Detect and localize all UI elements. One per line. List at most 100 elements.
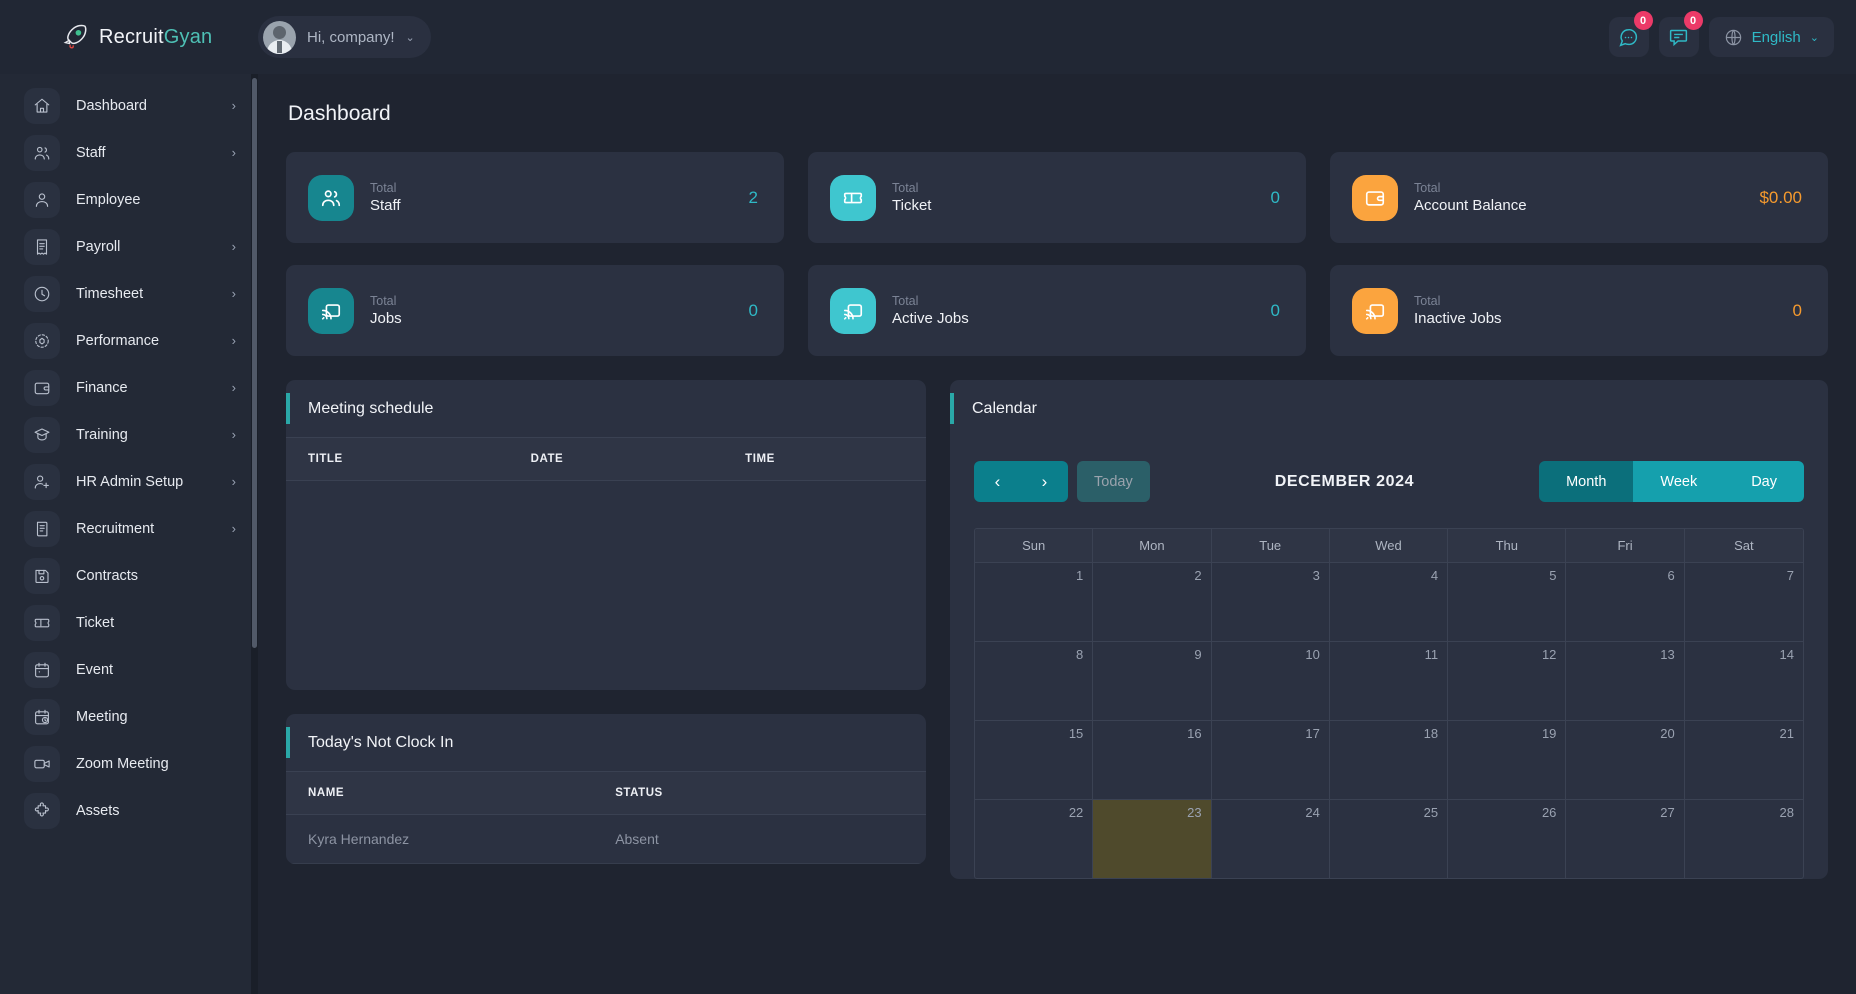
- sidebar-item-assets[interactable]: Assets: [0, 787, 258, 834]
- sidebar-item-recruitment[interactable]: Recruitment ›: [0, 505, 258, 552]
- stat-sublabel: Total: [1414, 294, 1441, 308]
- calendar-day-cell[interactable]: 28: [1779, 805, 1794, 820]
- calendar-day-cell[interactable]: 21: [1779, 726, 1794, 741]
- chat-dots-icon: [1619, 28, 1638, 47]
- sidebar[interactable]: Dashboard › Staff › Employee Payroll › Timeshee…: [0, 74, 258, 994]
- stat-label: Inactive Jobs: [1414, 310, 1502, 327]
- calendar-view-week[interactable]: Week: [1633, 461, 1725, 502]
- sidebar-item-ticket[interactable]: Ticket: [0, 599, 258, 646]
- users-icon-wrap: [308, 174, 354, 221]
- stat-sublabel: Total: [370, 294, 397, 308]
- calendar-day-cell[interactable]: 19: [1448, 721, 1567, 799]
- stat-text: Total Account Balance: [1414, 181, 1527, 214]
- rocket-icon: [63, 24, 87, 49]
- top-bar-actions: 0 0 English ⌄: [1608, 11, 1834, 57]
- calendar-panel: Calendar ‹ › Today DECEMBER 2024 Month We…: [950, 380, 1828, 879]
- meeting-schedule-empty-body: [286, 481, 926, 690]
- calendar-day-cell[interactable]: 8: [975, 642, 1094, 720]
- calendar-day-cell[interactable]: 15: [975, 721, 1094, 799]
- calendar-day-cell[interactable]: 16: [1093, 721, 1212, 799]
- calendar-day-cell[interactable]: 11: [1330, 642, 1449, 720]
- sidebar-item-employee[interactable]: Employee: [0, 176, 258, 223]
- brand-logo-area[interactable]: RecruitGyan: [0, 22, 258, 52]
- home-icon: [34, 98, 50, 113]
- calendar-day-cell[interactable]: 1: [975, 563, 1094, 641]
- stat-cards: Total Staff 2 Total Ticket 0 Total Account Bala…: [286, 152, 1828, 356]
- ticket-icon-wrap: [830, 174, 876, 221]
- calendar-view-day[interactable]: Day: [1724, 461, 1804, 502]
- user-menu[interactable]: Hi, company! ⌄: [258, 16, 431, 58]
- user-plus-icon: [34, 475, 49, 489]
- calendar-day-cell[interactable]: 3: [1212, 563, 1330, 641]
- stat-card-account-balance[interactable]: Total Account Balance $0.00: [1330, 152, 1828, 243]
- chevron-right-icon: ›: [231, 98, 236, 113]
- calendar-next-button[interactable]: ›: [1021, 461, 1068, 502]
- sidebar-item-label: Employee: [76, 191, 141, 208]
- stat-card-ticket[interactable]: Total Ticket 0: [808, 152, 1306, 243]
- sidebar-item-hr-admin-setup[interactable]: HR Admin Setup ›: [0, 458, 258, 505]
- calendar-today-button[interactable]: Today: [1077, 461, 1150, 502]
- sidebar-item-meeting[interactable]: Meeting: [0, 693, 258, 740]
- stat-card-inactive-jobs[interactable]: Total Inactive Jobs 0: [1330, 265, 1828, 356]
- sidebar-item-label: Performance: [76, 332, 160, 349]
- calendar-day-cell[interactable]: 24: [1212, 800, 1330, 878]
- stat-card-jobs[interactable]: Total Jobs 0: [286, 265, 784, 356]
- chevron-right-icon: ›: [231, 145, 236, 160]
- sidebar-item-dashboard[interactable]: Dashboard ›: [0, 82, 258, 129]
- notifications-button[interactable]: 0: [1658, 11, 1703, 57]
- calendar-day-cell[interactable]: 10: [1212, 642, 1330, 720]
- col-date: DATE: [508, 437, 724, 481]
- stat-card-staff[interactable]: Total Staff 2: [286, 152, 784, 243]
- calendar-day-cell[interactable]: 20: [1566, 721, 1685, 799]
- calendar-day-cell[interactable]: 4: [1330, 563, 1449, 641]
- calendar-day-cell[interactable]: 18: [1330, 721, 1449, 799]
- chevron-right-icon: ›: [231, 286, 236, 301]
- sidebar-item-performance[interactable]: Performance ›: [0, 317, 258, 364]
- users-icon: [321, 189, 341, 206]
- calendar-view-month[interactable]: Month: [1539, 461, 1634, 502]
- panels: Meeting schedule TITLE DATE TIME: [286, 380, 1828, 879]
- sidebar-scrollbar[interactable]: [251, 74, 258, 994]
- calendar-body: ‹ › Today DECEMBER 2024 Month Week Day Sun…: [950, 437, 1828, 879]
- target-icon-wrap: [24, 322, 60, 359]
- sidebar-item-training[interactable]: Training ›: [0, 411, 258, 458]
- user-greeting: Hi, company!: [307, 28, 395, 46]
- calendar-day-cell[interactable]: 7: [1786, 568, 1794, 583]
- messages-button[interactable]: 0: [1608, 11, 1653, 57]
- calendar-day-cell[interactable]: 27: [1566, 800, 1685, 878]
- calendar-day-cell[interactable]: 26: [1448, 800, 1567, 878]
- calendar-day-cell[interactable]: 12: [1448, 642, 1567, 720]
- messages-badge: 0: [1633, 11, 1653, 30]
- scroll-icon-wrap: [24, 510, 60, 547]
- cast-icon: [843, 303, 863, 320]
- clock-icon-wrap: [24, 275, 60, 312]
- calendar-icon: [35, 662, 49, 677]
- sidebar-item-finance[interactable]: Finance ›: [0, 364, 258, 411]
- calendar-day-cell[interactable]: 6: [1566, 563, 1685, 641]
- calendar-day-cell[interactable]: 13: [1566, 642, 1685, 720]
- calendar-day-cell[interactable]: 5: [1448, 563, 1567, 641]
- language-selector[interactable]: English ⌄: [1708, 17, 1834, 57]
- calendar-day-cell[interactable]: 23: [1093, 800, 1212, 878]
- meeting-schedule-title: Meeting schedule: [308, 399, 434, 417]
- calendar-day-cell[interactable]: 22: [975, 800, 1094, 878]
- sidebar-item-event[interactable]: Event: [0, 646, 258, 693]
- calendar-day-cell[interactable]: 25: [1330, 800, 1449, 878]
- sidebar-item-staff[interactable]: Staff ›: [0, 129, 258, 176]
- sidebar-item-contracts[interactable]: Contracts: [0, 552, 258, 599]
- wallet-icon: [1365, 190, 1385, 206]
- stat-text: Total Staff: [370, 181, 401, 214]
- sidebar-item-zoom-meeting[interactable]: Zoom Meeting: [0, 740, 258, 787]
- left-column: Meeting schedule TITLE DATE TIME: [286, 380, 926, 879]
- calendar-prev-button[interactable]: ‹: [974, 461, 1021, 502]
- sidebar-item-timesheet[interactable]: Timesheet ›: [0, 270, 258, 317]
- calendar-day-cell[interactable]: 9: [1093, 642, 1212, 720]
- calendar-day-cell[interactable]: 2: [1093, 563, 1212, 641]
- chevron-right-icon: ›: [231, 427, 236, 442]
- stat-label: Jobs: [370, 310, 402, 327]
- calendar-day-cell[interactable]: 14: [1779, 647, 1794, 662]
- sidebar-item-payroll[interactable]: Payroll ›: [0, 223, 258, 270]
- calendar-day-cell[interactable]: 17: [1212, 721, 1330, 799]
- stat-card-active-jobs[interactable]: Total Active Jobs 0: [808, 265, 1306, 356]
